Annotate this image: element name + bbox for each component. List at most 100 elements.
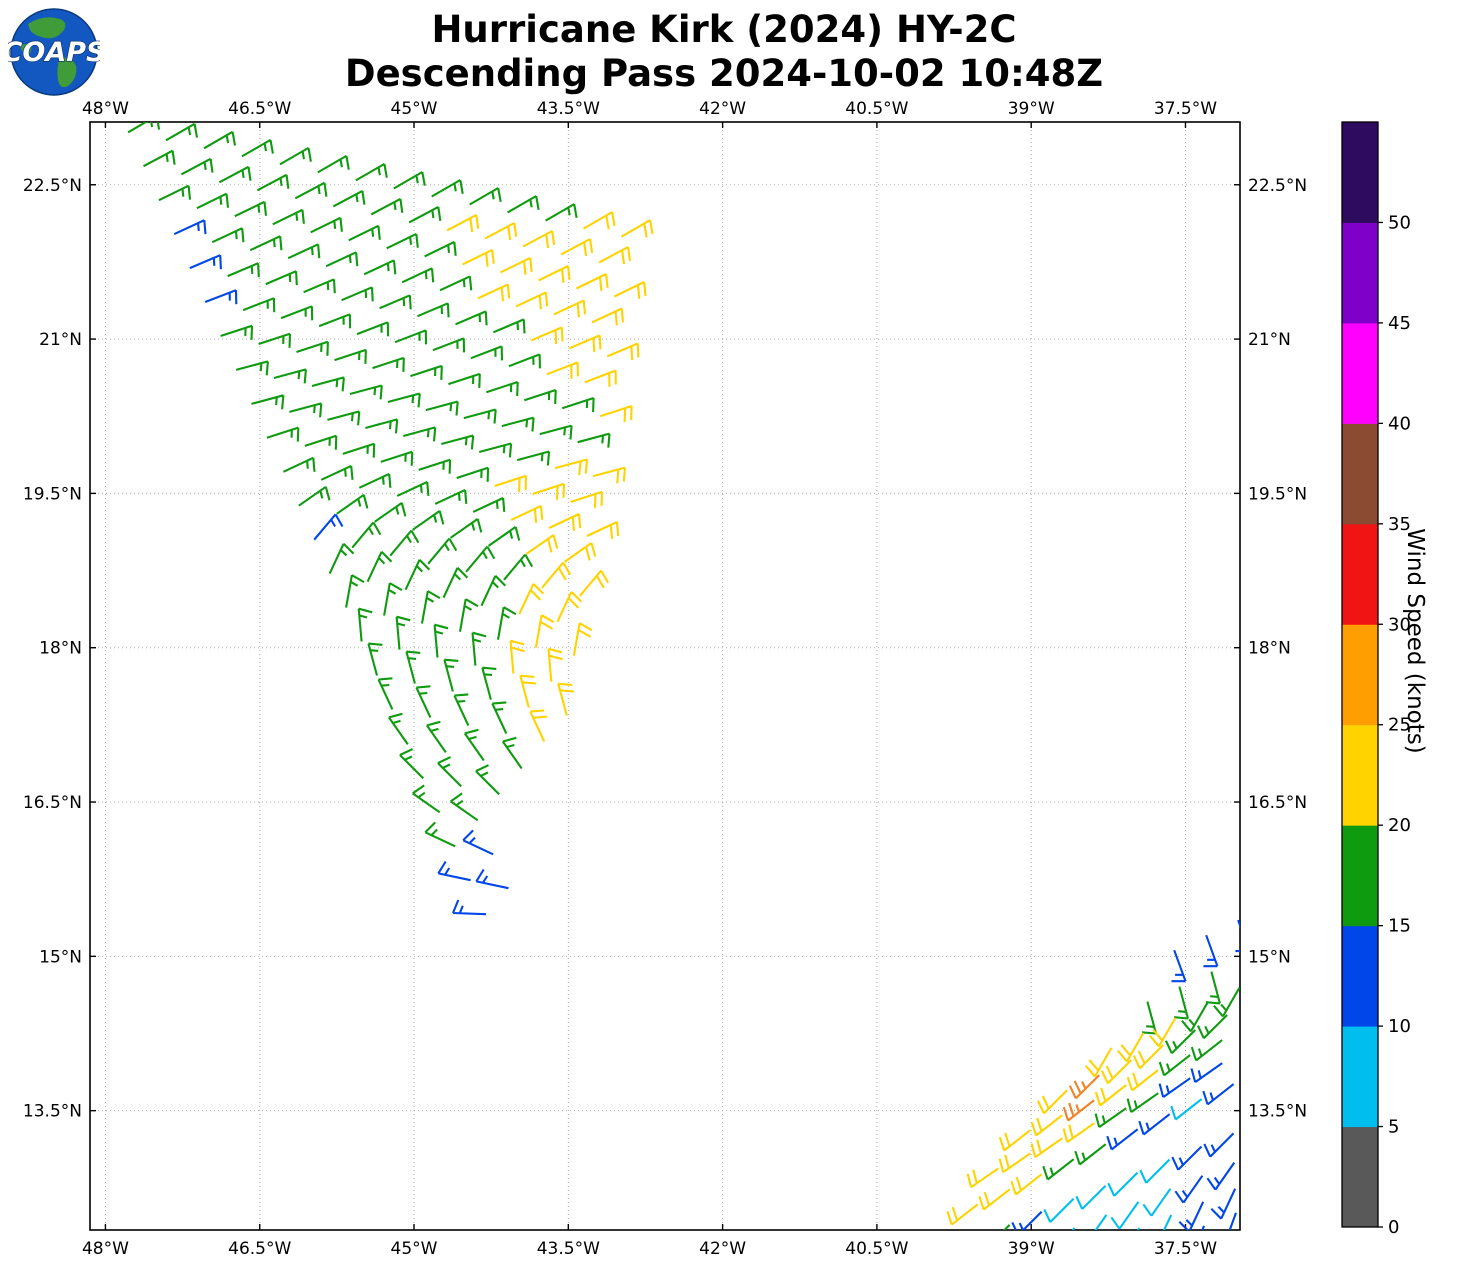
wind-barb	[367, 642, 383, 676]
wind-barb	[998, 1129, 1031, 1152]
wind-barb	[235, 360, 269, 376]
wind-barb	[561, 397, 595, 413]
wind-barb	[1205, 971, 1221, 1005]
colorbar-tick-label: 35	[1388, 514, 1411, 535]
wind-barb	[446, 213, 480, 233]
wind-barb	[1139, 1158, 1171, 1184]
wind-barb	[966, 1167, 999, 1189]
x-tick-label-top: 37.5°W	[1154, 99, 1217, 119]
wind-barb	[548, 513, 582, 531]
gridlines	[90, 122, 1240, 1230]
wind-barb	[203, 130, 237, 150]
x-tick-label-top: 40.5°W	[845, 99, 908, 119]
wind-barb	[298, 485, 331, 507]
wind-barb	[530, 326, 564, 345]
title-line-2: Descending Pass 2024-10-02 10:48Z	[344, 51, 1104, 95]
colorbar-tick-label: 45	[1388, 313, 1411, 334]
wind-barb	[1173, 986, 1190, 1020]
wind-barb	[599, 405, 633, 423]
wind-barb	[1042, 1158, 1075, 1181]
wind-barb	[477, 283, 511, 302]
wind-barb	[455, 310, 488, 326]
wind-barb	[173, 219, 207, 236]
wind-barb	[515, 291, 549, 310]
wind-barb	[404, 559, 431, 591]
wind-barb	[492, 318, 526, 334]
wind-barb	[342, 442, 376, 458]
wind-barb	[1030, 1114, 1063, 1137]
wind-barb	[399, 748, 425, 780]
wind-barb	[1171, 949, 1187, 983]
wind-barb	[1162, 1214, 1173, 1230]
wind-barb	[1085, 1047, 1113, 1078]
wind-barb	[577, 432, 611, 448]
logo-continent-north	[28, 17, 66, 39]
wind-barb	[453, 693, 470, 726]
wind-barb	[386, 232, 419, 250]
wind-barb	[443, 658, 459, 692]
wind-barb	[449, 518, 483, 539]
wind-barb	[572, 622, 593, 656]
x-tick-label-bottom: 46.5°W	[228, 1239, 291, 1259]
wind-barb	[462, 829, 494, 856]
wind-barb	[1030, 1137, 1063, 1159]
wind-barb	[448, 372, 481, 388]
wind-barb	[401, 267, 435, 284]
wind-barb	[485, 381, 519, 397]
colorbar-tick-label: 40	[1388, 413, 1411, 434]
colorbar-tick-label: 50	[1388, 212, 1411, 233]
wind-barb	[522, 230, 556, 249]
y-tick-label-right: 13.5°N	[1248, 1102, 1307, 1122]
wind-barb	[442, 567, 469, 599]
wind-barb	[374, 502, 407, 523]
colorbar-segment	[1342, 1026, 1378, 1128]
y-tick-label-right: 15°N	[1248, 947, 1291, 967]
wind-barb	[510, 505, 544, 523]
wind-barb	[1196, 1014, 1228, 1040]
wind-barb	[582, 211, 616, 230]
y-tick-label-left: 15°N	[39, 947, 82, 967]
colorbar-frame	[1341, 121, 1379, 1228]
x-tick-label-top: 43.5°W	[537, 99, 600, 119]
wind-barb	[258, 332, 292, 348]
colorbar-segment	[1342, 122, 1378, 223]
wind-barb	[450, 792, 479, 822]
wind-barb	[420, 590, 441, 624]
colorbar-segment	[1342, 523, 1378, 625]
wind-barb	[507, 195, 540, 214]
wind-barb	[484, 222, 518, 241]
wind-barb	[433, 623, 449, 658]
wind-barb	[525, 534, 559, 555]
wind-barb	[432, 337, 466, 353]
wind-barb	[1126, 1092, 1159, 1113]
wind-barb	[158, 184, 192, 202]
wind-barb	[532, 482, 566, 500]
wind-barb	[534, 614, 555, 648]
wind-barb	[1181, 1002, 1209, 1033]
wind-barb	[318, 313, 352, 329]
wind-barb	[180, 157, 214, 176]
wind-barb	[1142, 1188, 1172, 1217]
axis-ticks	[90, 122, 1240, 1230]
y-tick-label-right: 18°N	[1248, 639, 1291, 659]
wind-barb	[998, 1152, 1031, 1174]
wind-barb	[437, 756, 462, 788]
x-tick-label-top: 48°W	[82, 99, 129, 119]
wind-barb	[570, 490, 604, 508]
wind-barb	[462, 248, 495, 267]
wind-barb	[516, 450, 551, 466]
chart-title: Hurricane Kirk (2024) HY-2C Descending P…	[345, 8, 1103, 95]
wind-barb	[380, 450, 414, 466]
wind-barb	[553, 299, 587, 318]
wind-barb	[341, 286, 374, 302]
wind-barb	[539, 424, 573, 440]
wind-barb	[437, 860, 471, 882]
wind-barb	[357, 607, 373, 642]
wind-barb	[389, 529, 420, 557]
wind-barb	[189, 254, 222, 270]
wind-barb	[356, 321, 390, 337]
wind-barb	[396, 480, 430, 497]
wind-barb	[1202, 1083, 1235, 1106]
southeast-swath	[946, 919, 1240, 1230]
